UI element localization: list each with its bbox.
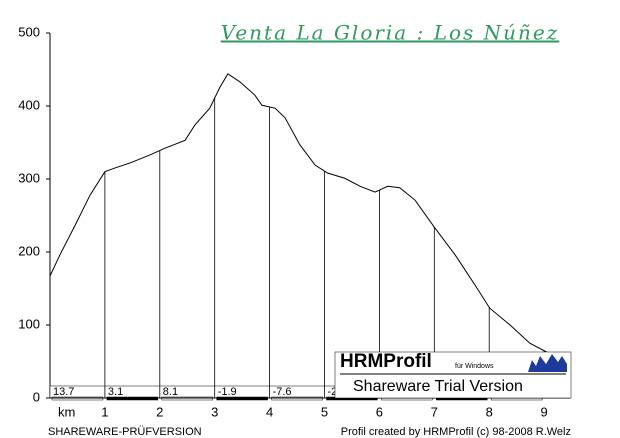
grade-label: -1.9 <box>218 386 237 398</box>
x-tick-label: 2 <box>156 404 163 419</box>
x-tick-label: 6 <box>376 404 383 419</box>
x-tick-label: 1 <box>101 404 108 419</box>
logo-icon <box>528 354 567 372</box>
grade-label: 3.1 <box>108 386 123 398</box>
chart-title: Venta La Gloria : Los Núñez <box>221 21 560 45</box>
grade-label: -7.6 <box>273 386 292 398</box>
logo: HRMProfil für Windows Shareware Trial Ve… <box>334 351 572 399</box>
y-tick-label: 500 <box>18 24 40 39</box>
grade-label: 13.7 <box>53 386 74 398</box>
x-tick-label: 8 <box>486 404 493 419</box>
y-tick-label: 400 <box>18 97 40 112</box>
x-tick-label: 3 <box>211 404 218 419</box>
logo-box <box>334 351 572 399</box>
x-tick-label: 5 <box>321 404 328 419</box>
y-tick-label: 0 <box>33 389 40 404</box>
x-tick-label: 9 <box>540 404 547 419</box>
profile-line <box>49 73 561 354</box>
logo-sub: für Windows <box>455 363 494 370</box>
x-tick-label: 4 <box>266 404 273 419</box>
y-tick-label: 300 <box>18 170 40 185</box>
logo-notice: Shareware Trial Version <box>353 378 523 395</box>
y-tick-label: 200 <box>18 243 40 258</box>
x-axis-label: km <box>58 404 75 419</box>
footer-right: Profil created by HRMProfil (c) 98-2008 … <box>341 426 571 438</box>
logo-name: HRMProfil <box>340 351 432 372</box>
footer-left: SHAREWARE-PRÜFVERSION <box>48 426 202 438</box>
grade-label: 8.1 <box>163 386 178 398</box>
x-tick-label: 7 <box>431 404 438 419</box>
y-tick-label: 100 <box>18 316 40 331</box>
